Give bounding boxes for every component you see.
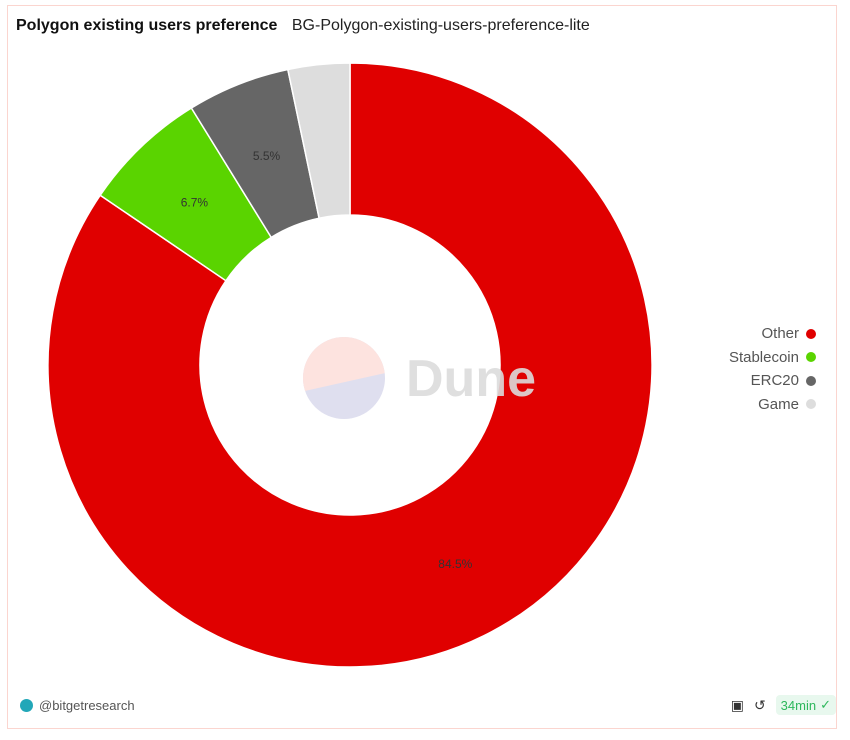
author[interactable]: @bitgetresearch xyxy=(20,698,135,713)
data-label-other: 84.5% xyxy=(438,557,472,571)
chart-title: Polygon existing users preference xyxy=(16,17,278,34)
slice-game[interactable] xyxy=(286,62,351,220)
dune-watermark: Dune xyxy=(303,337,536,419)
chart-header: Polygon existing users preference BG-Pol… xyxy=(16,17,590,35)
avatar xyxy=(20,699,33,712)
refresh-badge[interactable]: 34min ✓ xyxy=(775,695,836,715)
legend-item-game[interactable]: Game xyxy=(729,393,816,417)
camera-icon[interactable]: ▣ xyxy=(730,696,744,713)
refresh-icon[interactable]: ↺ xyxy=(753,696,766,713)
legend-item-other[interactable]: Other xyxy=(729,322,816,346)
legend-label: Stablecoin xyxy=(728,348,799,366)
legend-item-erc20[interactable]: ERC20 xyxy=(729,369,816,393)
watermark-text: Dune xyxy=(406,350,536,408)
data-label-stablecoin: 6.7% xyxy=(181,195,209,209)
legend-label: ERC20 xyxy=(750,372,799,390)
refresh-time: 34min xyxy=(780,697,817,713)
legend-label: Game xyxy=(758,395,799,413)
author-name: @bitgetresearch xyxy=(39,698,135,713)
legend-swatch xyxy=(806,375,816,386)
legend: Other Stablecoin ERC20 Game xyxy=(729,322,816,416)
legend-swatch xyxy=(806,328,816,339)
data-label-erc20: 5.5% xyxy=(253,149,281,163)
slice-other[interactable] xyxy=(47,62,653,668)
query-name[interactable]: BG-Polygon-existing-users-preference-lit… xyxy=(291,17,590,34)
legend-swatch xyxy=(806,399,816,410)
legend-label: Other xyxy=(761,325,799,343)
check-circle-icon: ✓ xyxy=(820,697,831,712)
legend-swatch xyxy=(806,352,816,363)
legend-item-stablecoin[interactable]: Stablecoin xyxy=(729,346,816,370)
